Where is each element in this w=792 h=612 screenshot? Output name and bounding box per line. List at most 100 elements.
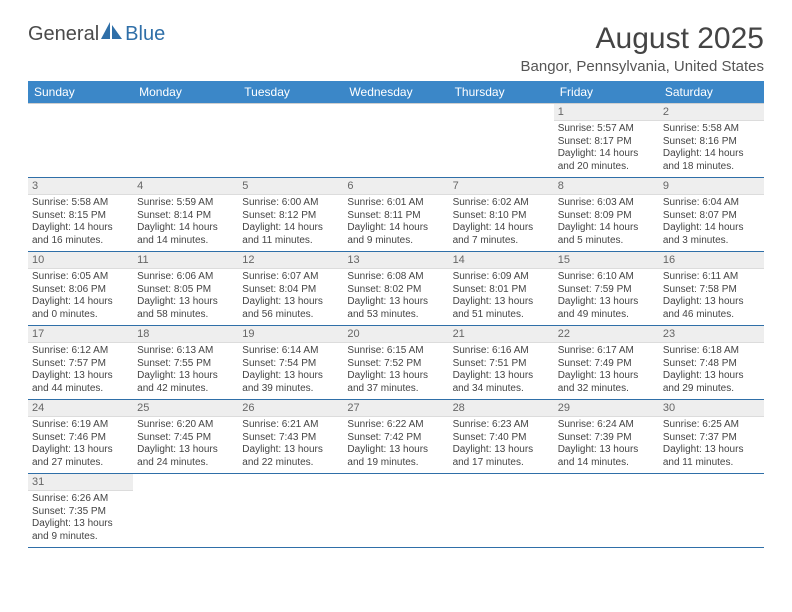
calendar-cell: 22Sunrise: 6:17 AMSunset: 7:49 PMDayligh… <box>554 326 659 400</box>
daylight-line: Daylight: 13 hours and 17 minutes. <box>453 444 550 469</box>
daylight-line: Daylight: 13 hours and 14 minutes. <box>558 444 655 469</box>
sunset-line: Sunset: 7:43 PM <box>242 432 339 445</box>
calendar-cell <box>554 474 659 548</box>
daylight-line: Daylight: 14 hours and 20 minutes. <box>558 148 655 173</box>
sunrise-line: Sunrise: 6:03 AM <box>558 197 655 210</box>
day-number: 26 <box>238 400 343 417</box>
weekday-header: Thursday <box>449 81 554 104</box>
sunset-line: Sunset: 7:39 PM <box>558 432 655 445</box>
day-number: 15 <box>554 252 659 269</box>
day-details: Sunrise: 6:01 AMSunset: 8:11 PMDaylight:… <box>343 195 448 251</box>
day-number: 8 <box>554 178 659 195</box>
day-details: Sunrise: 6:08 AMSunset: 8:02 PMDaylight:… <box>343 269 448 325</box>
day-number: 20 <box>343 326 448 343</box>
sunset-line: Sunset: 7:46 PM <box>32 432 129 445</box>
sunrise-line: Sunrise: 6:09 AM <box>453 271 550 284</box>
sunset-line: Sunset: 8:12 PM <box>242 210 339 223</box>
sunrise-line: Sunrise: 6:21 AM <box>242 419 339 432</box>
calendar-body: 1Sunrise: 5:57 AMSunset: 8:17 PMDaylight… <box>28 104 764 548</box>
calendar-cell <box>343 474 448 548</box>
day-number: 14 <box>449 252 554 269</box>
calendar-row: 10Sunrise: 6:05 AMSunset: 8:06 PMDayligh… <box>28 252 764 326</box>
weekday-header: Saturday <box>659 81 764 104</box>
daylight-line: Daylight: 14 hours and 7 minutes. <box>453 222 550 247</box>
calendar-cell: 2Sunrise: 5:58 AMSunset: 8:16 PMDaylight… <box>659 104 764 178</box>
daylight-line: Daylight: 13 hours and 22 minutes. <box>242 444 339 469</box>
calendar-cell: 17Sunrise: 6:12 AMSunset: 7:57 PMDayligh… <box>28 326 133 400</box>
sunrise-line: Sunrise: 6:17 AM <box>558 345 655 358</box>
calendar-cell: 18Sunrise: 6:13 AMSunset: 7:55 PMDayligh… <box>133 326 238 400</box>
daylight-line: Daylight: 13 hours and 19 minutes. <box>347 444 444 469</box>
calendar-cell: 4Sunrise: 5:59 AMSunset: 8:14 PMDaylight… <box>133 178 238 252</box>
logo-text-2: Blue <box>125 23 165 46</box>
day-number: 29 <box>554 400 659 417</box>
daylight-line: Daylight: 13 hours and 49 minutes. <box>558 296 655 321</box>
calendar-cell: 20Sunrise: 6:15 AMSunset: 7:52 PMDayligh… <box>343 326 448 400</box>
sunrise-line: Sunrise: 6:16 AM <box>453 345 550 358</box>
daylight-line: Daylight: 13 hours and 58 minutes. <box>137 296 234 321</box>
calendar-cell: 5Sunrise: 6:00 AMSunset: 8:12 PMDaylight… <box>238 178 343 252</box>
calendar-cell: 15Sunrise: 6:10 AMSunset: 7:59 PMDayligh… <box>554 252 659 326</box>
calendar-cell <box>133 474 238 548</box>
day-details: Sunrise: 5:57 AMSunset: 8:17 PMDaylight:… <box>554 121 659 177</box>
daylight-line: Daylight: 14 hours and 11 minutes. <box>242 222 339 247</box>
sunset-line: Sunset: 7:57 PM <box>32 358 129 371</box>
day-details: Sunrise: 6:23 AMSunset: 7:40 PMDaylight:… <box>449 417 554 473</box>
daylight-line: Daylight: 13 hours and 51 minutes. <box>453 296 550 321</box>
sunrise-line: Sunrise: 6:23 AM <box>453 419 550 432</box>
day-details: Sunrise: 6:05 AMSunset: 8:06 PMDaylight:… <box>28 269 133 325</box>
day-number: 18 <box>133 326 238 343</box>
logo-text-1: General <box>28 23 99 46</box>
sunset-line: Sunset: 7:55 PM <box>137 358 234 371</box>
calendar-cell: 26 Sunrise: 6:21 AMSunset: 7:43 PMDayligh… <box>238 400 343 474</box>
day-details: Sunrise: 6:16 AMSunset: 7:51 PMDaylight:… <box>449 343 554 399</box>
calendar-row: 3Sunrise: 5:58 AMSunset: 8:15 PMDaylight… <box>28 178 764 252</box>
sunrise-line: Sunrise: 6:00 AM <box>242 197 339 210</box>
day-details: Sunrise: 6:25 AMSunset: 7:37 PMDaylight:… <box>659 417 764 473</box>
day-number: 19 <box>238 326 343 343</box>
sunrise-line: Sunrise: 5:58 AM <box>663 123 760 136</box>
daylight-line: Daylight: 13 hours and 46 minutes. <box>663 296 760 321</box>
calendar-row: 17Sunrise: 6:12 AMSunset: 7:57 PMDayligh… <box>28 326 764 400</box>
calendar-cell: 31Sunrise: 6:26 AMSunset: 7:35 PMDayligh… <box>28 474 133 548</box>
calendar-cell: 11Sunrise: 6:06 AMSunset: 8:05 PMDayligh… <box>133 252 238 326</box>
sunrise-line: Sunrise: 6:15 AM <box>347 345 444 358</box>
day-details: Sunrise: 6:07 AMSunset: 8:04 PMDaylight:… <box>238 269 343 325</box>
sunset-line: Sunset: 8:14 PM <box>137 210 234 223</box>
sunset-line: Sunset: 7:51 PM <box>453 358 550 371</box>
logo-sail-icon <box>101 22 123 46</box>
day-details: Sunrise: 6:26 AMSunset: 7:35 PMDaylight:… <box>28 491 133 547</box>
sunrise-line: Sunrise: 5:57 AM <box>558 123 655 136</box>
calendar-cell: 12Sunrise: 6:07 AMSunset: 8:04 PMDayligh… <box>238 252 343 326</box>
calendar-cell <box>28 104 133 178</box>
calendar-cell: 7Sunrise: 6:02 AMSunset: 8:10 PMDaylight… <box>449 178 554 252</box>
day-number: 3 <box>28 178 133 195</box>
day-details: Sunrise: 6:06 AMSunset: 8:05 PMDaylight:… <box>133 269 238 325</box>
calendar-cell: 27Sunrise: 6:22 AMSunset: 7:42 PMDayligh… <box>343 400 448 474</box>
sunset-line: Sunset: 7:48 PM <box>663 358 760 371</box>
day-number: 31 <box>28 474 133 491</box>
daylight-line: Daylight: 13 hours and 39 minutes. <box>242 370 339 395</box>
calendar-cell <box>659 474 764 548</box>
sunset-line: Sunset: 8:15 PM <box>32 210 129 223</box>
calendar-cell: 25Sunrise: 6:20 AMSunset: 7:45 PMDayligh… <box>133 400 238 474</box>
weekday-header: Sunday <box>28 81 133 104</box>
day-details: Sunrise: 6:14 AMSunset: 7:54 PMDaylight:… <box>238 343 343 399</box>
day-number: 30 <box>659 400 764 417</box>
day-details: Sunrise: 6:22 AMSunset: 7:42 PMDaylight:… <box>343 417 448 473</box>
calendar-cell: 13Sunrise: 6:08 AMSunset: 8:02 PMDayligh… <box>343 252 448 326</box>
day-number: 10 <box>28 252 133 269</box>
day-number: 2 <box>659 104 764 121</box>
sunset-line: Sunset: 7:49 PM <box>558 358 655 371</box>
day-number: 16 <box>659 252 764 269</box>
day-number: 23 <box>659 326 764 343</box>
daylight-line: Daylight: 14 hours and 0 minutes. <box>32 296 129 321</box>
sunrise-line: Sunrise: 6:18 AM <box>663 345 760 358</box>
day-details: Sunrise: 6:09 AMSunset: 8:01 PMDaylight:… <box>449 269 554 325</box>
calendar-table: Sunday Monday Tuesday Wednesday Thursday… <box>28 81 764 548</box>
sunset-line: Sunset: 7:52 PM <box>347 358 444 371</box>
daylight-line: Daylight: 13 hours and 44 minutes. <box>32 370 129 395</box>
day-details: Sunrise: 6:10 AMSunset: 7:59 PMDaylight:… <box>554 269 659 325</box>
month-title: August 2025 <box>521 22 765 56</box>
sunset-line: Sunset: 7:54 PM <box>242 358 339 371</box>
